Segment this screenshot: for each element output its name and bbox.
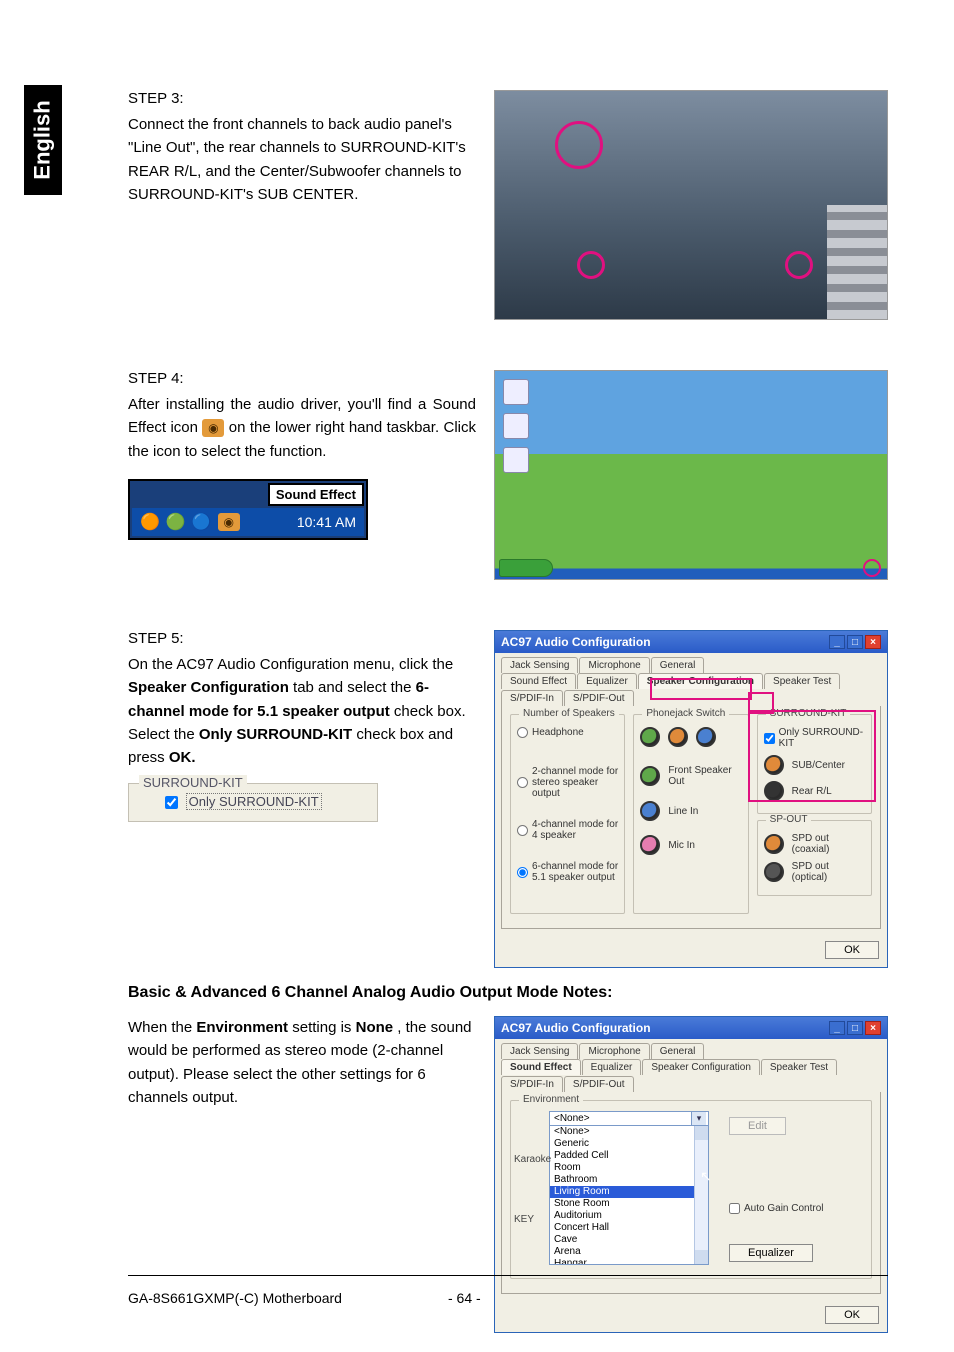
dialog2-title-bar: AC97 Audio Configuration _ □ × bbox=[495, 1017, 887, 1039]
ac97-dialog-speaker: AC97 Audio Configuration _ □ × Jack Sens… bbox=[494, 630, 888, 968]
environment-listbox[interactable]: <None> Generic Padded Cell Room Bathroom… bbox=[549, 1125, 709, 1265]
step-5-head: STEP 5: bbox=[128, 630, 476, 647]
tray-icon-3: 🔵 bbox=[192, 512, 212, 532]
tab-sound-effect[interactable]: Sound Effect bbox=[501, 673, 576, 689]
tab-speaker-test[interactable]: Speaker Test bbox=[764, 673, 840, 689]
environment-group: Environment <None> <None> Generic Padded… bbox=[510, 1100, 872, 1279]
surround-kit-crop: SURROUND-KIT Only SURROUND-KIT bbox=[128, 783, 378, 822]
surround-kit-group: SURROUND-KIT Only SURROUND-KIT SUB/Cente… bbox=[757, 714, 872, 814]
close-button-2[interactable]: × bbox=[865, 1021, 881, 1035]
opt-headphone[interactable]: Headphone bbox=[517, 727, 618, 738]
tray-icon-2: 🟢 bbox=[166, 512, 186, 532]
tray-time: 10:41 AM bbox=[297, 514, 356, 530]
tray-icon-1: 🟠 bbox=[140, 512, 160, 532]
num-speakers-legend: Number of Speakers bbox=[519, 708, 619, 719]
dialog1-title-bar: AC97 Audio Configuration _ □ × bbox=[495, 631, 887, 653]
sound-effect-label: Sound Effect bbox=[268, 483, 364, 506]
tab-speaker-config[interactable]: Speaker Configuration bbox=[638, 673, 763, 689]
jack-orange bbox=[668, 727, 688, 747]
sound-effect-icon: ◉ bbox=[202, 419, 224, 437]
maximize-button-2[interactable]: □ bbox=[847, 1021, 863, 1035]
system-tray: 🟠 🟢 🔵 ◉ 10:41 AM bbox=[132, 508, 364, 536]
dialog1-tabs-bot: Sound Effect Equalizer Speaker Configura… bbox=[495, 673, 887, 706]
minimize-button-2[interactable]: _ bbox=[829, 1021, 845, 1035]
hardware-photo bbox=[494, 90, 888, 320]
tab-general[interactable]: General bbox=[651, 657, 705, 673]
environment-combo[interactable]: <None> bbox=[549, 1111, 709, 1126]
dialog2-tabs-top: Jack Sensing Microphone General bbox=[495, 1039, 887, 1059]
footer-page: - 64 - bbox=[448, 1290, 481, 1306]
dialog1-title: AC97 Audio Configuration bbox=[501, 635, 651, 649]
dialog1-ok-button[interactable]: OK bbox=[825, 941, 879, 959]
dialog2-tabs-bot: Sound Effect Equalizer Speaker Configura… bbox=[495, 1059, 887, 1092]
num-speakers-group: Number of Speakers Headphone 2-channel m… bbox=[510, 714, 625, 914]
phonejack-legend: Phonejack Switch bbox=[642, 708, 729, 719]
phonejack-group: Phonejack Switch Front Speaker Out Line … bbox=[633, 714, 748, 914]
language-label: English bbox=[30, 100, 56, 179]
surround-kit-legend: SURROUND-KIT bbox=[139, 775, 247, 790]
tab2-spdif-in[interactable]: S/PDIF-In bbox=[501, 1076, 563, 1092]
auto-gain-check[interactable]: Auto Gain Control bbox=[729, 1203, 863, 1214]
step-3-text: Connect the front channels to back audio… bbox=[128, 113, 476, 206]
step-4-head: STEP 4: bbox=[128, 370, 476, 387]
jack-blue bbox=[696, 727, 716, 747]
desktop-screenshot bbox=[494, 370, 888, 580]
notes-text: When the Environment setting is None , t… bbox=[128, 1016, 476, 1109]
edit-button[interactable]: Edit bbox=[729, 1117, 786, 1135]
environment-legend: Environment bbox=[519, 1094, 583, 1105]
step-4-block: STEP 4: After installing the audio drive… bbox=[128, 370, 888, 580]
start-button bbox=[499, 559, 553, 577]
listbox-scrollbar[interactable] bbox=[694, 1126, 708, 1264]
language-tab: English bbox=[24, 85, 62, 195]
tab2-equalizer[interactable]: Equalizer bbox=[582, 1059, 642, 1075]
spout-group: SP-OUT SPD out (coaxial) SPD out (optica… bbox=[757, 820, 872, 896]
karaoke-legend: Karaoke bbox=[514, 1154, 551, 1165]
minimize-button[interactable]: _ bbox=[829, 635, 845, 649]
tab-spdif-out[interactable]: S/PDIF-Out bbox=[564, 690, 634, 706]
opt-6ch[interactable]: 6-channel mode for 5.1 speaker output bbox=[517, 861, 618, 883]
key-label: KEY bbox=[514, 1214, 534, 1225]
opt-4ch[interactable]: 4-channel mode for 4 speaker bbox=[517, 819, 618, 841]
footer-model: GA-8S661GXMP(-C) Motherboard bbox=[128, 1290, 448, 1306]
tab-jack-sensing[interactable]: Jack Sensing bbox=[501, 657, 578, 673]
tab2-spdif-out[interactable]: S/PDIF-Out bbox=[564, 1076, 634, 1092]
only-sk-opt[interactable]: Only SURROUND-KIT bbox=[764, 727, 865, 749]
notes-heading: Basic & Advanced 6 Channel Analog Audio … bbox=[128, 984, 888, 1002]
tab2-general[interactable]: General bbox=[651, 1043, 705, 1059]
tab2-microphone[interactable]: Microphone bbox=[579, 1043, 649, 1059]
tab-equalizer[interactable]: Equalizer bbox=[577, 673, 637, 689]
only-surround-kit-check[interactable]: Only SURROUND-KIT bbox=[165, 794, 369, 809]
tab2-sound-effect[interactable]: Sound Effect bbox=[501, 1059, 581, 1075]
only-surround-kit-checkbox[interactable] bbox=[165, 796, 178, 809]
step-4-text: After installing the audio driver, you'l… bbox=[128, 393, 476, 463]
tab2-speaker-config[interactable]: Speaker Configuration bbox=[642, 1059, 760, 1075]
page-content: STEP 3: Connect the front channels to ba… bbox=[128, 90, 888, 1333]
step-3-head: STEP 3: bbox=[128, 90, 476, 107]
taskbar-screenshot: Sound Effect 🟠 🟢 🔵 ◉ 10:41 AM bbox=[128, 479, 368, 540]
maximize-button[interactable]: □ bbox=[847, 635, 863, 649]
cursor-icon: ↖ bbox=[700, 1168, 712, 1185]
tray-sound-icon: ◉ bbox=[218, 513, 240, 531]
jack-green bbox=[640, 727, 660, 747]
step-5-block: STEP 5: On the AC97 Audio Configuration … bbox=[128, 630, 888, 968]
tab-microphone[interactable]: Microphone bbox=[579, 657, 649, 673]
dialog2-title: AC97 Audio Configuration bbox=[501, 1021, 651, 1035]
step-5-text: On the AC97 Audio Configuration menu, cl… bbox=[128, 653, 476, 769]
tab2-speaker-test[interactable]: Speaker Test bbox=[761, 1059, 837, 1075]
opt-2ch[interactable]: 2-channel mode for stereo speaker output bbox=[517, 766, 618, 799]
spout-legend: SP-OUT bbox=[766, 814, 812, 825]
tab-spdif-in[interactable]: S/PDIF-In bbox=[501, 690, 563, 706]
step-3-block: STEP 3: Connect the front channels to ba… bbox=[128, 90, 888, 320]
close-button[interactable]: × bbox=[865, 635, 881, 649]
surround-kit-legend2: SURROUND-KIT bbox=[766, 708, 851, 719]
dialog2-ok-button[interactable]: OK bbox=[825, 1306, 879, 1324]
dialog1-body: Number of Speakers Headphone 2-channel m… bbox=[501, 706, 881, 929]
tab2-jack-sensing[interactable]: Jack Sensing bbox=[501, 1043, 578, 1059]
dialog1-tabs-top: Jack Sensing Microphone General bbox=[495, 653, 887, 673]
footer-rule bbox=[128, 1275, 888, 1276]
page-footer: GA-8S661GXMP(-C) Motherboard - 64 - bbox=[128, 1257, 888, 1306]
